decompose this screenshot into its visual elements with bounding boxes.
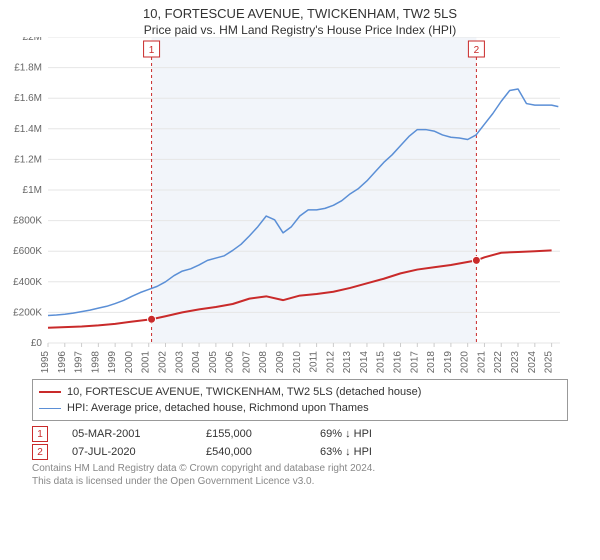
svg-text:2000: 2000 [124,351,135,373]
event-date: 05-MAR-2001 [72,428,182,440]
svg-text:2002: 2002 [158,351,169,373]
events-table: 1 05-MAR-2001 £155,000 69% ↓ HPI 2 07-JUL-202… [32,425,568,461]
event-relative: 63% ↓ HPI [320,446,410,458]
svg-text:2003: 2003 [174,351,185,373]
attribution: Contains HM Land Registry data © Crown c… [32,463,568,488]
svg-text:2014: 2014 [359,351,370,373]
svg-text:2017: 2017 [409,351,420,373]
legend-row: 10, FORTESCUE AVENUE, TWICKENHAM, TW2 5L… [39,384,561,400]
svg-text:1999: 1999 [107,351,118,373]
svg-text:£1.2M: £1.2M [14,154,42,165]
svg-text:2: 2 [474,45,480,56]
svg-text:£600K: £600K [13,246,42,257]
event-date: 07-JUL-2020 [72,446,182,458]
svg-text:2021: 2021 [476,351,487,373]
event-price: £540,000 [206,446,296,458]
svg-text:£1.8M: £1.8M [14,63,42,74]
legend: 10, FORTESCUE AVENUE, TWICKENHAM, TW2 5L… [32,379,568,421]
svg-text:1998: 1998 [90,351,101,373]
svg-text:2023: 2023 [510,351,521,373]
event-relative: 69% ↓ HPI [320,428,410,440]
svg-text:2008: 2008 [258,351,269,373]
event-flag-icon: 1 [32,426,48,442]
svg-text:1997: 1997 [74,351,85,373]
svg-text:2011: 2011 [309,351,320,373]
svg-text:2013: 2013 [342,351,353,373]
legend-label: HPI: Average price, detached house, Rich… [67,402,369,414]
svg-text:£2M: £2M [23,37,42,43]
svg-text:2006: 2006 [225,351,236,373]
svg-text:£1M: £1M [23,185,42,196]
svg-text:2018: 2018 [426,351,437,373]
svg-text:2007: 2007 [241,351,252,373]
chart-subtitle: Price paid vs. HM Land Registry's House … [0,23,600,37]
legend-swatch [39,408,61,409]
legend-label: 10, FORTESCUE AVENUE, TWICKENHAM, TW2 5L… [67,386,421,398]
svg-text:2020: 2020 [460,351,471,373]
svg-text:2024: 2024 [527,351,538,373]
svg-text:£400K: £400K [13,277,42,288]
chart-titles: 10, FORTESCUE AVENUE, TWICKENHAM, TW2 5L… [0,0,600,37]
event-row: 1 05-MAR-2001 £155,000 69% ↓ HPI [32,425,568,443]
svg-text:2025: 2025 [544,351,555,373]
svg-text:2009: 2009 [275,351,286,373]
svg-text:2015: 2015 [376,351,387,373]
svg-text:1: 1 [149,45,155,56]
legend-row: HPI: Average price, detached house, Rich… [39,400,561,416]
svg-text:2010: 2010 [292,351,303,373]
chart-title: 10, FORTESCUE AVENUE, TWICKENHAM, TW2 5L… [0,6,600,21]
event-price: £155,000 [206,428,296,440]
legend-swatch [39,391,61,393]
svg-text:£1.6M: £1.6M [14,93,42,104]
svg-text:£200K: £200K [13,307,42,318]
svg-text:£800K: £800K [13,216,42,227]
svg-text:2001: 2001 [141,351,152,373]
attribution-line: This data is licensed under the Open Gov… [32,476,568,489]
svg-text:2022: 2022 [493,351,504,373]
svg-text:2005: 2005 [208,351,219,373]
svg-text:2004: 2004 [191,351,202,373]
svg-text:1996: 1996 [57,351,68,373]
svg-text:2016: 2016 [393,351,404,373]
event-row: 2 07-JUL-2020 £540,000 63% ↓ HPI [32,443,568,461]
svg-text:£0: £0 [31,338,43,349]
svg-text:2019: 2019 [443,351,454,373]
event-flag-icon: 2 [32,444,48,460]
svg-text:1995: 1995 [40,351,51,373]
svg-text:2012: 2012 [325,351,336,373]
svg-text:£1.4M: £1.4M [14,124,42,135]
price-chart: £0 £200K £400K £600K £800K £1M £1.2M £1.4M £1.6M… [0,37,570,373]
attribution-line: Contains HM Land Registry data © Crown c… [32,463,568,476]
